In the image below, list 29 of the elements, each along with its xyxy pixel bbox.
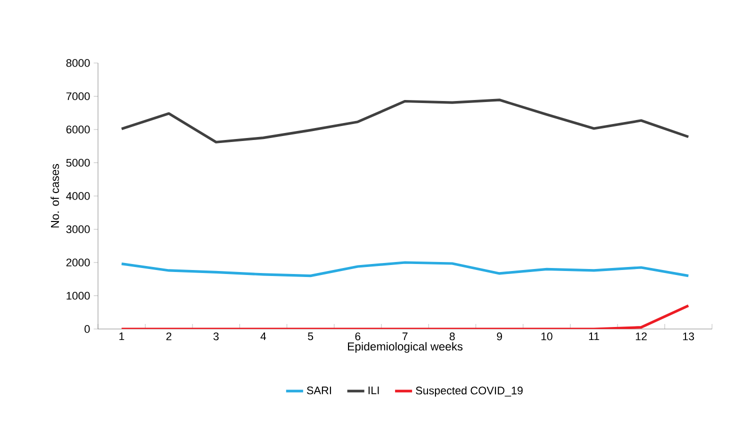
x-tick-label: 7: [402, 332, 408, 340]
x-tick-label: 6: [355, 332, 360, 340]
y-tick-label: 7000: [66, 92, 90, 100]
y-tick-label: 5000: [66, 158, 90, 167]
x-tick-label: 9: [496, 332, 502, 340]
x-tick-label: 10: [541, 332, 552, 340]
x-tick-label: 1: [119, 332, 124, 340]
x-tick-label: 3: [213, 332, 219, 340]
line-series: [120, 261, 690, 278]
y-tick-label: 3000: [66, 225, 90, 234]
y-tick-label: 8000: [66, 59, 90, 67]
x-tick-label: 5: [308, 332, 314, 340]
y-tick-label: 6000: [66, 126, 90, 134]
y-tick-label: 1000: [66, 292, 90, 300]
x-tick-label: 11: [589, 332, 600, 340]
y-tick-label: 4000: [66, 192, 90, 200]
x-axis-title: Epidemiological weeks: [348, 342, 462, 353]
y-tick-label: 0: [84, 325, 90, 333]
x-tick-label: 8: [450, 332, 455, 340]
y-tick-label: 2000: [66, 258, 90, 266]
legend-label: ILI: [368, 386, 379, 394]
legend-label: SARI: [306, 386, 331, 394]
x-tick-label: 2: [166, 332, 172, 340]
legend-label: Suspected COVID_19: [416, 386, 523, 397]
x-tick-label: 4: [260, 332, 266, 340]
y-axis-title: No. of cases: [50, 164, 60, 228]
line-series: [120, 98, 690, 144]
x-tick-label: 12: [636, 332, 647, 340]
x-tick-label: 13: [683, 332, 694, 340]
